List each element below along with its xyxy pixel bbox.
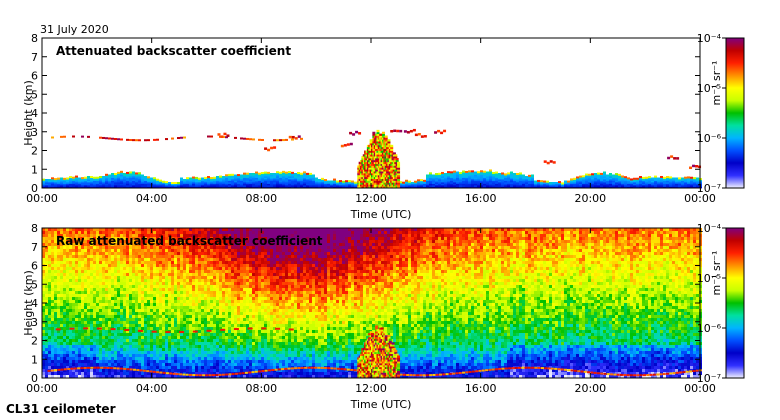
x-tick-label: 20:00 — [574, 192, 606, 205]
y-tick-label: 1 — [31, 163, 38, 176]
colorbar-tick-label: 10⁻⁴ — [697, 222, 722, 235]
y-tick-label: 1 — [31, 353, 38, 366]
y-tick-label: 7 — [31, 51, 38, 64]
instrument-label: CL31 ceilometer — [6, 402, 116, 416]
colorbar: 10⁻⁴ 10⁻⁵ 10⁻⁶ 10⁻⁷ m⁻¹ sr⁻¹ — [697, 32, 745, 195]
heatmap-panel-2: 00:00 04:00 08:00 12:00 16:00 20:00 00:0001234… — [22, 222, 745, 411]
date-label: 31 July 2020 — [40, 23, 109, 36]
y-tick-label: 5 — [31, 88, 38, 101]
heatmap-panel-1: 00:00 04:00 08:00 12:00 16:00 20:00 00:0001234… — [22, 32, 745, 221]
heatmap-cells — [42, 128, 702, 189]
colorbar: 10⁻⁴ 10⁻⁵ 10⁻⁶ 10⁻⁷ m⁻¹ sr⁻¹ — [697, 222, 745, 385]
x-tick-label: 12:00 — [355, 192, 387, 205]
colorbar-tick-label: 10⁻⁵ — [697, 272, 721, 285]
y-tick-label: 2 — [31, 145, 38, 158]
x-axis-label: Time (UTC) — [350, 398, 412, 411]
x-tick-label: 04:00 — [136, 192, 168, 205]
x-tick-label: 00:00 — [684, 192, 716, 205]
x-tick-label: 04:00 — [136, 382, 168, 395]
y-tick-label: 8 — [31, 222, 38, 235]
y-tick-label: 7 — [31, 241, 38, 254]
y-tick-label: 3 — [31, 126, 38, 139]
x-tick-label: 08:00 — [245, 382, 277, 395]
y-tick-label: 6 — [31, 70, 38, 83]
heatmap-cells — [42, 228, 702, 379]
y-tick-label: 5 — [31, 278, 38, 291]
x-tick-label: 16:00 — [465, 382, 497, 395]
x-tick-label: 20:00 — [574, 382, 606, 395]
y-tick-label: 0 — [31, 372, 38, 385]
y-tick-label: 0 — [31, 182, 38, 195]
x-tick-label: 12:00 — [355, 382, 387, 395]
colorbar-tick-label: 10⁻⁴ — [697, 32, 722, 45]
x-tick-label: 16:00 — [465, 192, 497, 205]
y-tick-label: 2 — [31, 335, 38, 348]
panel-title: Raw attenuated backscatter coefficient — [56, 234, 323, 248]
x-axis-label: Time (UTC) — [350, 208, 412, 221]
x-tick-label: 00:00 — [26, 192, 58, 205]
y-axis-label: Height (km) — [22, 270, 35, 336]
y-tick-label: 8 — [31, 32, 38, 45]
colorbar-tick-label: 10⁻⁶ — [697, 322, 722, 335]
x-tick-label: 00:00 — [684, 382, 716, 395]
y-tick-label: 4 — [31, 107, 38, 120]
colorbar-tick-label: 10⁻⁵ — [697, 82, 721, 95]
colorbar-label: m⁻¹ sr⁻¹ — [710, 61, 723, 106]
y-tick-label: 3 — [31, 316, 38, 329]
panel-title: Attenuated backscatter coefficient — [56, 44, 291, 58]
colorbar-gradient — [725, 37, 745, 189]
y-tick-label: 4 — [31, 297, 38, 310]
y-tick-label: 6 — [31, 260, 38, 273]
x-tick-label: 00:00 — [26, 382, 58, 395]
y-axis-label: Height (km) — [22, 80, 35, 146]
colorbar-label: m⁻¹ sr⁻¹ — [710, 251, 723, 296]
colorbar-tick-label: 10⁻⁷ — [697, 182, 721, 195]
colorbar-tick-label: 10⁻⁶ — [697, 132, 722, 145]
x-tick-label: 08:00 — [245, 192, 277, 205]
colorbar-tick-label: 10⁻⁷ — [697, 372, 721, 385]
colorbar-gradient — [725, 227, 745, 379]
